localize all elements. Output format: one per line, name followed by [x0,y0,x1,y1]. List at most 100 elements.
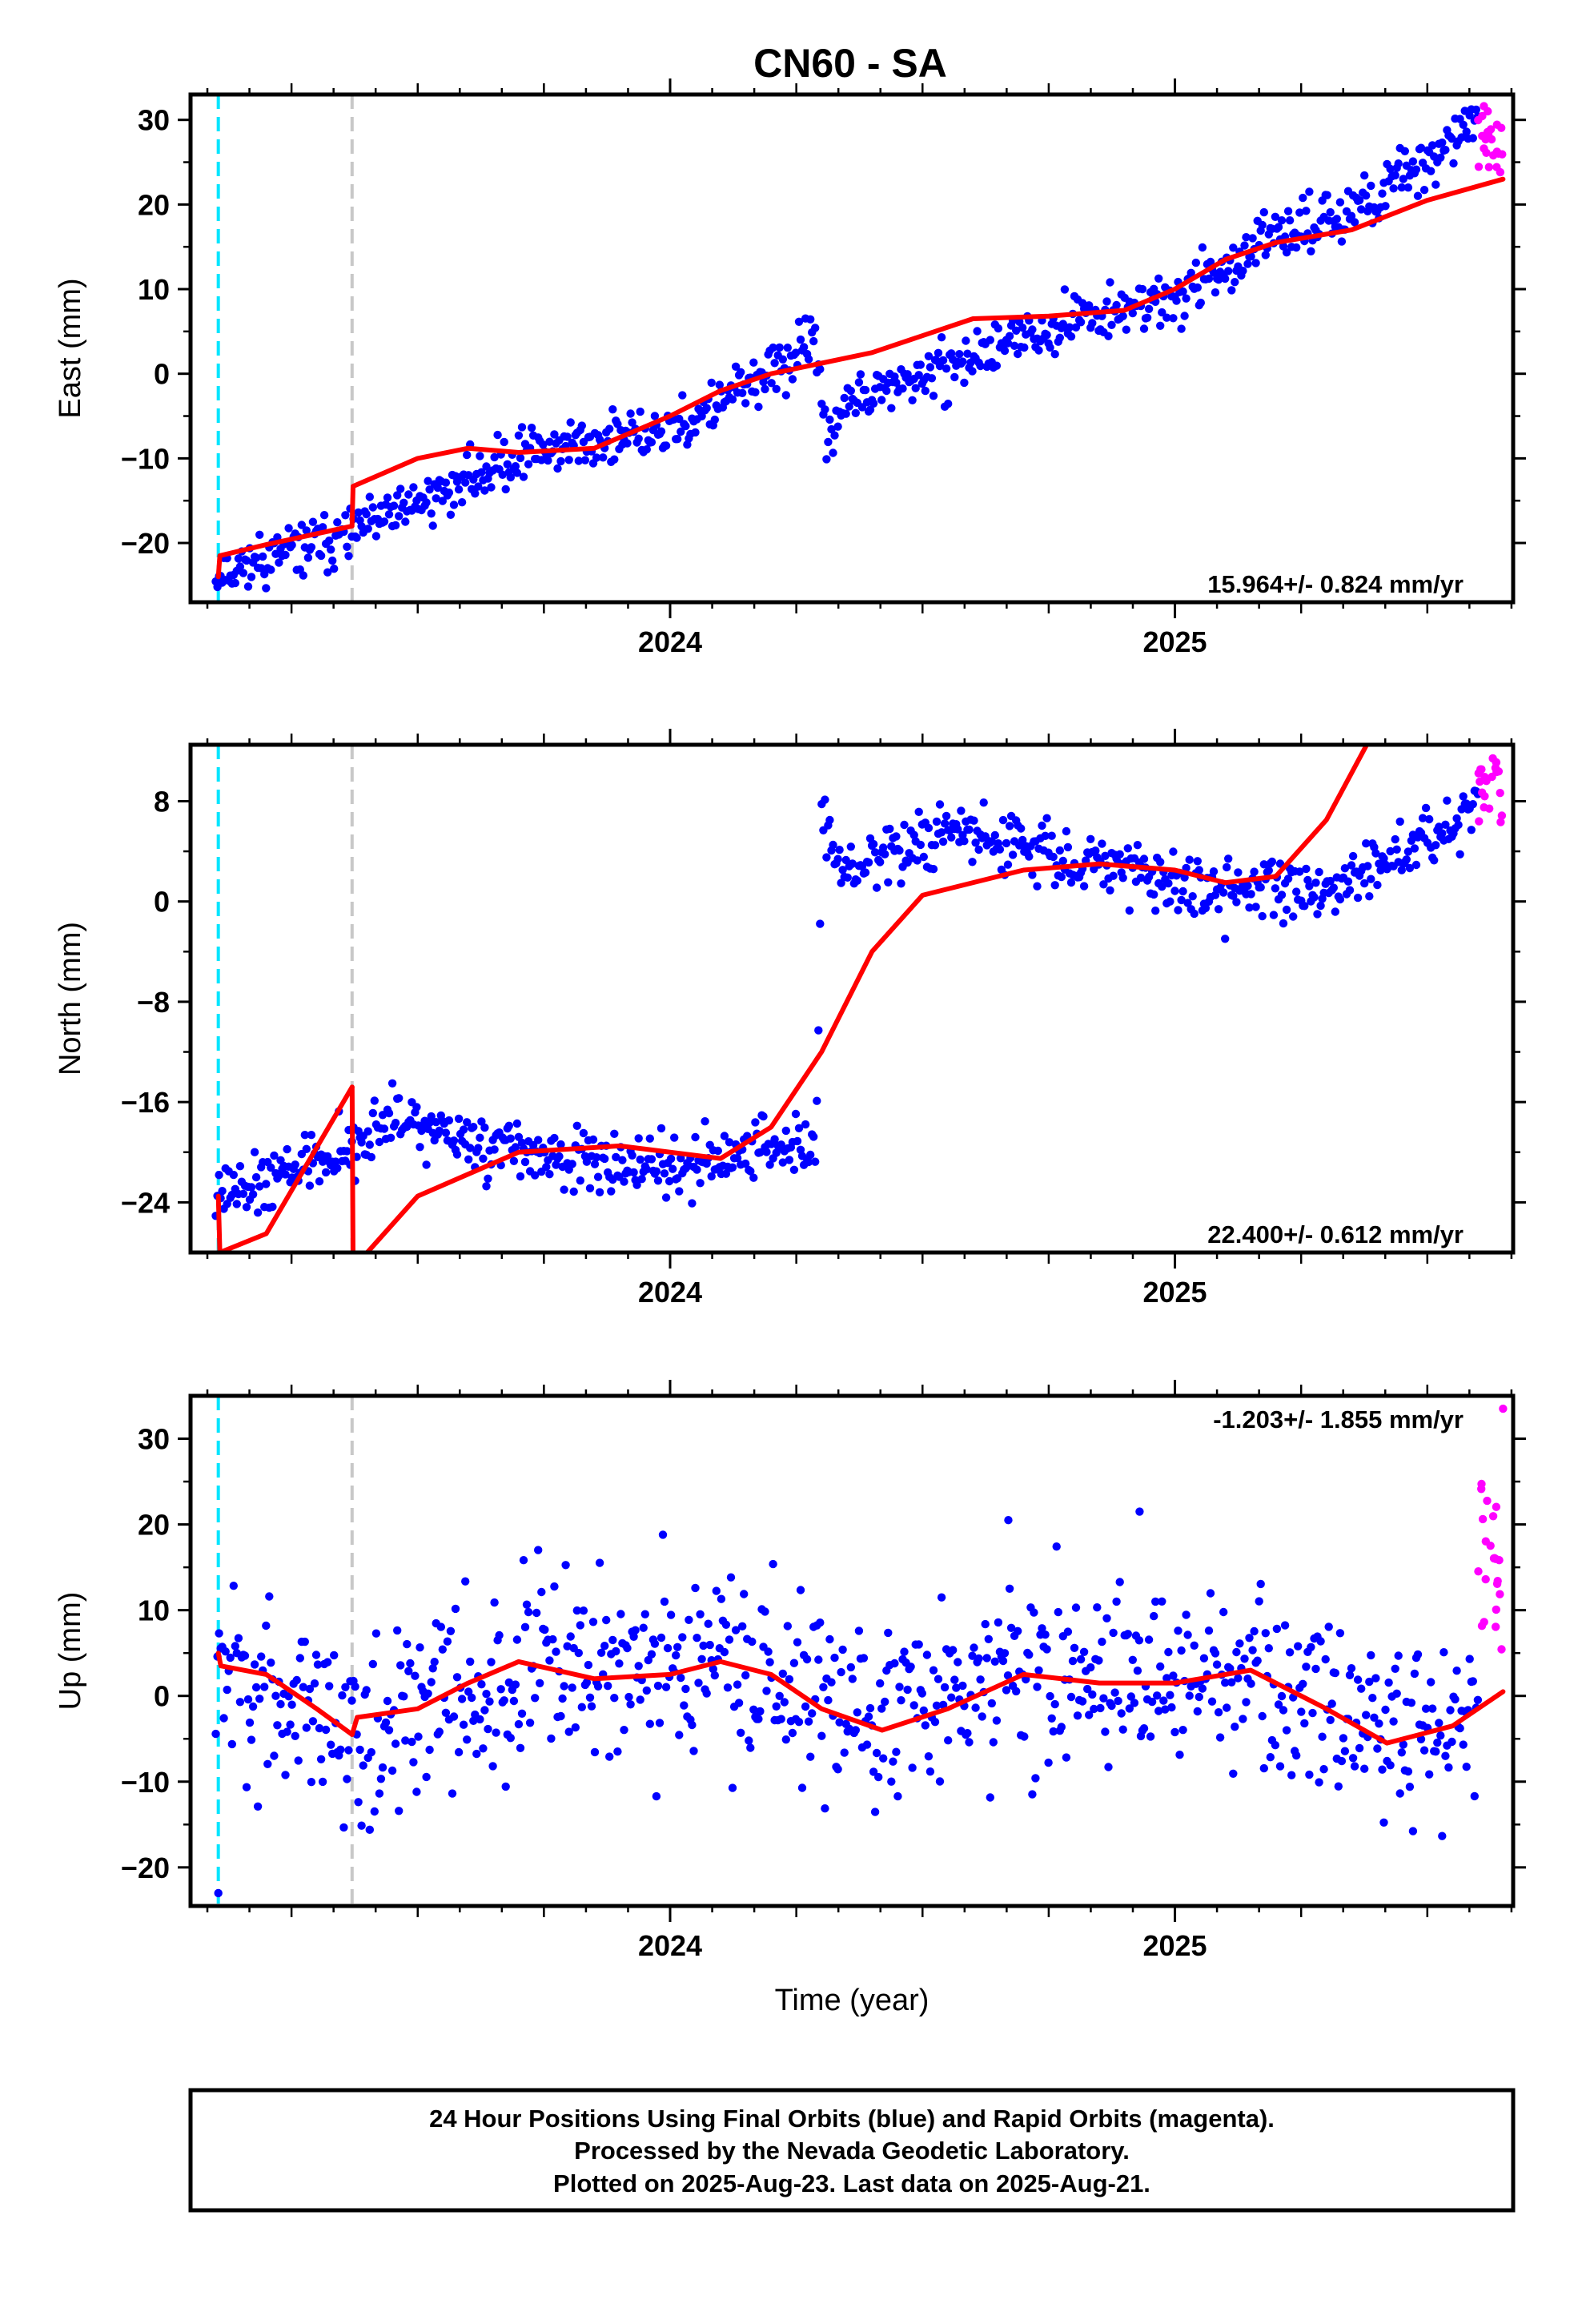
final-orbit-point [291,1160,299,1169]
final-orbit-point [211,1729,220,1739]
final-orbit-point [781,1126,790,1136]
final-orbit-point [1261,1629,1271,1638]
final-orbit-point [378,1763,387,1772]
final-orbit-point [634,434,643,443]
final-orbit-point [506,1134,515,1143]
final-orbit-point [1212,1660,1222,1669]
final-orbit-point [1419,1746,1429,1755]
final-orbit-point [1365,892,1374,901]
plot-frame [188,92,1516,605]
final-orbit-point [1167,1703,1176,1712]
final-orbit-point [919,1706,929,1715]
final-orbit-point [1318,1732,1327,1741]
final-orbit-point [1170,1727,1179,1737]
final-orbit-point [1193,1707,1203,1716]
final-orbit-point [1190,1641,1199,1650]
final-orbit-point [401,517,410,526]
final-orbit-point [1431,180,1440,189]
final-orbit-point [466,1657,475,1667]
final-orbit-point [712,1586,721,1595]
final-orbit-point [1229,1769,1238,1778]
final-orbit-point [480,1706,489,1715]
final-orbit-point [1231,278,1239,287]
final-orbit-point [1211,288,1220,297]
final-orbit-point [986,336,995,344]
y-tick-label: 20 [138,188,170,221]
final-orbit-point [778,355,787,364]
final-orbit-point [384,1726,394,1735]
final-orbit-point [909,1701,918,1710]
final-orbit-point [1332,215,1342,223]
final-orbit-point [323,568,332,577]
final-orbit-point [775,1691,784,1700]
final-orbit-point [251,1172,261,1182]
final-orbit-point [853,876,862,885]
final-orbit-point [401,1736,410,1745]
up-panel: 30 20 10 0 −10 −20 2024 2025 Up (mm) Time (year) -… [54,1380,1526,2017]
final-orbit-point [477,1117,486,1126]
final-orbit-point [247,1735,256,1744]
final-orbit-point [1282,1726,1291,1735]
final-orbit-point [550,1582,559,1591]
rapid-orbit-point [1492,1605,1501,1614]
final-orbit-point [435,1727,444,1736]
final-orbit-point [765,1658,774,1667]
final-orbit-point [365,493,374,501]
final-orbit-point [595,1188,604,1197]
final-orbit-point [691,1583,700,1593]
final-orbit-point [1368,1694,1377,1703]
final-orbit-point [1066,878,1076,887]
final-orbit-point [600,1154,609,1164]
final-orbit-point [512,1635,522,1644]
final-orbit-point [1177,324,1186,333]
final-orbit-point [1308,1708,1317,1718]
rapid-orbit-point [1474,163,1484,171]
final-orbit-point [1462,127,1471,136]
final-orbit-point [710,1671,719,1680]
final-orbit-point [733,1680,742,1689]
final-orbit-point [1339,1734,1348,1743]
final-orbit-point [1435,1719,1443,1727]
final-orbit-point [1274,223,1283,231]
final-orbit-point [1193,283,1203,292]
final-orbit-point [895,1683,904,1691]
final-orbit-point [422,1772,431,1782]
final-orbit-point [762,1148,771,1156]
final-orbit-point [1128,308,1138,318]
final-orbit-point [270,1151,279,1160]
final-orbit-point [1046,1691,1054,1701]
final-orbit-point [1174,906,1182,915]
final-orbit-point [422,498,431,507]
final-orbit-point [1348,851,1358,861]
final-orbit-point [892,832,901,841]
final-orbit-point [396,1661,405,1670]
final-orbit-point [367,1152,375,1162]
final-orbit-point [1378,189,1387,198]
final-orbit-point [1003,860,1013,869]
final-orbit-point [1003,339,1013,348]
final-orbit-point [1008,850,1018,859]
rapid-orbit-point [1478,1514,1488,1524]
final-orbit-point [987,1699,997,1708]
final-orbit-point [516,453,525,463]
final-orbit-point [498,470,507,479]
final-orbit-point [1063,1627,1073,1636]
y-tick-label: 20 [138,1509,170,1542]
final-orbit-point [628,1151,636,1160]
final-orbit-point [1253,1656,1262,1665]
final-orbit-point [1209,867,1219,876]
final-orbit-point [788,1728,797,1738]
final-orbit-point [725,1138,734,1147]
final-orbit-point [877,1704,886,1713]
final-orbit-point [749,1173,758,1182]
final-orbit-point [656,1124,666,1133]
final-orbit-point [632,1180,641,1189]
x-axis-label: Time (year) [775,1984,930,2017]
final-orbit-point [924,352,934,360]
final-orbit-point [824,1695,833,1705]
final-orbit-point [728,1163,737,1172]
final-orbit-point [1326,207,1335,217]
final-orbit-point [311,1651,321,1659]
final-orbit-point [612,1152,620,1162]
final-orbit-point [1090,1704,1098,1714]
